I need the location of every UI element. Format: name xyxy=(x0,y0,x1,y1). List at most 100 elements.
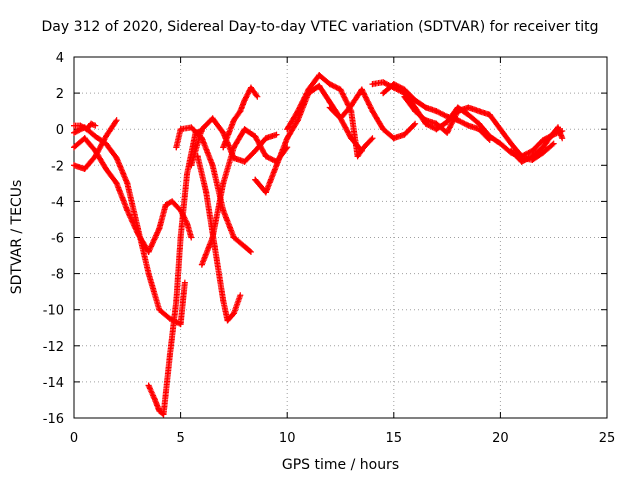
y-tick-label: 2 xyxy=(56,87,64,102)
data-point xyxy=(326,81,333,88)
series-track-3 xyxy=(71,117,120,172)
data-point xyxy=(220,129,227,136)
data-point xyxy=(241,158,248,165)
data-point xyxy=(198,261,205,268)
data-point xyxy=(209,115,216,122)
x-tick-label: 15 xyxy=(386,431,403,446)
data-point xyxy=(273,162,280,169)
data-point xyxy=(390,81,397,88)
data-point xyxy=(401,131,408,138)
data-point xyxy=(518,158,525,165)
data-point xyxy=(71,122,77,129)
data-point xyxy=(465,111,472,118)
data-point xyxy=(71,129,77,136)
data-point xyxy=(354,153,361,160)
data-point xyxy=(241,126,248,133)
data-point xyxy=(348,102,355,109)
x-tick-label: 20 xyxy=(492,431,509,446)
data-point xyxy=(220,144,227,151)
data-point xyxy=(188,162,195,169)
data-point xyxy=(326,99,333,106)
data-point xyxy=(360,144,367,151)
data-point xyxy=(124,180,131,187)
data-point xyxy=(412,97,419,104)
data-point xyxy=(71,162,77,169)
data-point xyxy=(209,234,216,241)
data-point xyxy=(390,135,397,142)
data-point xyxy=(247,248,254,255)
data-point xyxy=(230,310,237,317)
data-point xyxy=(113,180,120,187)
data-point xyxy=(252,147,259,154)
data-point xyxy=(369,135,376,142)
data-point xyxy=(203,189,210,196)
data-point xyxy=(220,180,227,187)
data-point xyxy=(102,133,109,140)
data-point xyxy=(220,207,227,214)
data-point xyxy=(465,104,472,111)
series-track-2 xyxy=(71,124,188,328)
data-point xyxy=(559,135,566,142)
data-point xyxy=(113,155,120,162)
y-tick-label: -10 xyxy=(43,304,64,319)
data-point xyxy=(247,84,254,91)
y-axis-label: SDTVAR / TECUs xyxy=(9,179,25,295)
data-point xyxy=(476,126,483,133)
series-markers xyxy=(71,135,194,255)
data-point xyxy=(81,135,88,142)
data-point xyxy=(173,297,180,304)
data-point xyxy=(305,86,312,93)
data-point xyxy=(546,135,553,142)
data-point xyxy=(486,111,493,118)
x-tick-label: 5 xyxy=(176,431,184,446)
data-point xyxy=(92,122,99,129)
y-tick-label: -14 xyxy=(43,376,64,391)
data-point xyxy=(252,176,259,183)
data-point xyxy=(497,126,504,133)
data-point xyxy=(486,137,493,144)
data-point xyxy=(401,86,408,93)
data-point xyxy=(113,117,120,124)
data-point xyxy=(241,97,248,104)
y-tick-label: -8 xyxy=(51,268,64,283)
data-point xyxy=(316,72,323,79)
series-track-13 xyxy=(326,86,419,142)
data-point xyxy=(554,124,561,131)
data-point xyxy=(169,198,176,205)
series-track-16 xyxy=(401,93,566,160)
data-point xyxy=(177,126,184,133)
data-point xyxy=(540,144,547,151)
data-point xyxy=(316,82,323,89)
data-point xyxy=(476,108,483,115)
data-point xyxy=(348,135,355,142)
data-point xyxy=(529,147,536,154)
data-point xyxy=(188,234,195,241)
data-point xyxy=(444,118,451,125)
series-track-10 xyxy=(220,84,261,151)
data-point xyxy=(230,234,237,241)
data-point xyxy=(422,117,429,124)
data-point xyxy=(369,81,376,88)
y-tick-label: -2 xyxy=(51,159,64,174)
data-point xyxy=(326,104,333,111)
data-point xyxy=(181,279,188,286)
data-point xyxy=(369,108,376,115)
data-point xyxy=(284,135,291,142)
y-tick-label: -12 xyxy=(43,340,64,355)
data-point xyxy=(254,93,261,100)
data-point xyxy=(77,122,84,129)
data-point xyxy=(284,126,291,133)
data-point xyxy=(209,162,216,169)
data-point xyxy=(273,131,280,138)
data-point xyxy=(476,120,483,127)
data-point xyxy=(241,243,248,250)
data-point xyxy=(198,126,205,133)
axis-ticks: 0 5 10 15 20 25 -16 -14 -12 -10 -8 -6 -4 -2 0 2 4 xyxy=(43,51,616,446)
data-point xyxy=(380,126,387,133)
series-markers xyxy=(71,124,188,328)
data-point xyxy=(454,108,461,115)
data-point xyxy=(294,117,301,124)
data-point xyxy=(508,140,515,147)
data-point xyxy=(220,297,227,304)
